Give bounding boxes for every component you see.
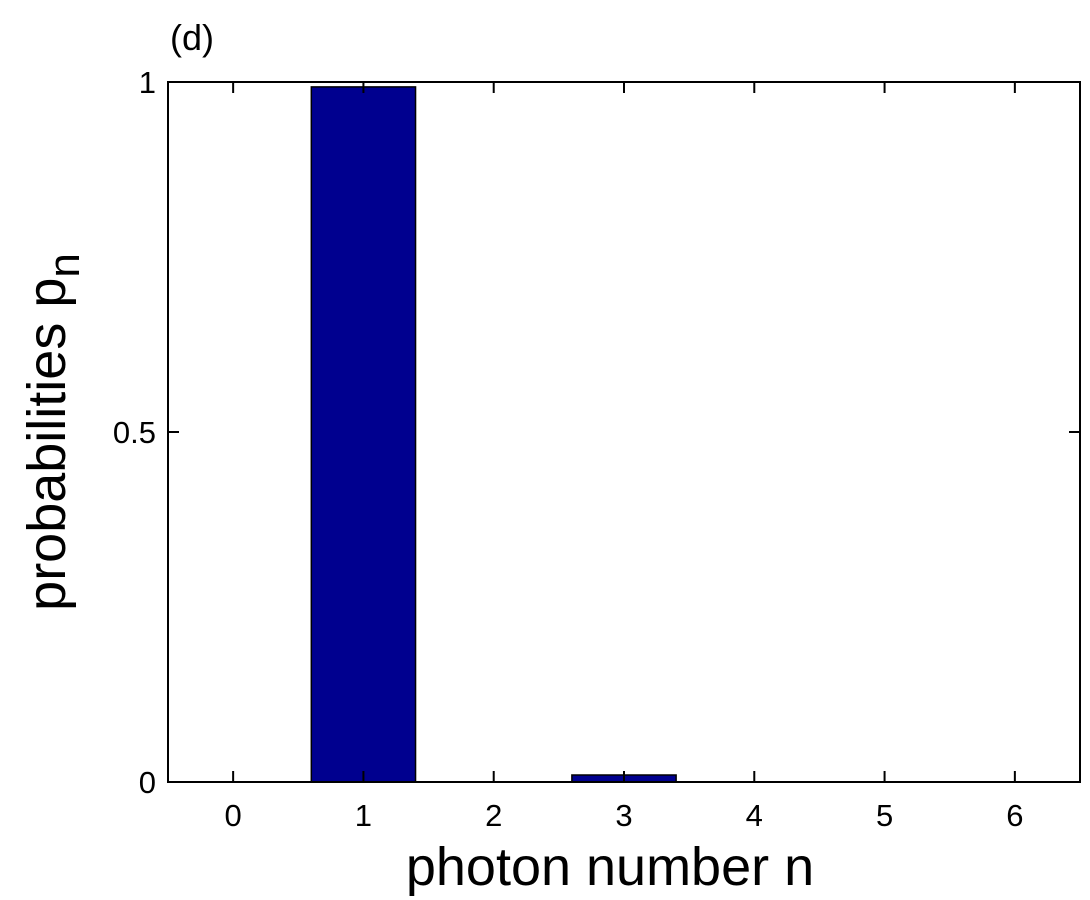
bar — [310, 86, 417, 783]
x-tick-label: 2 — [485, 798, 502, 833]
y-tick-label: 0.5 — [113, 415, 156, 450]
x-axis-label: photon number n — [406, 837, 814, 897]
x-tick-label: 3 — [615, 798, 632, 833]
x-tick-label: 6 — [1006, 798, 1023, 833]
x-tick-label: 4 — [746, 798, 763, 833]
y-axis-label-subscript: n — [40, 253, 89, 277]
y-axis-label-main: probabilities p — [17, 278, 77, 611]
y-axis-label: probabilities pn — [17, 253, 89, 611]
x-tick-label: 5 — [876, 798, 893, 833]
x-tick-label: 0 — [225, 798, 242, 833]
y-tick-label: 0 — [139, 765, 156, 800]
y-tick-label: 1 — [139, 65, 156, 100]
panel-label: (d) — [170, 17, 214, 58]
x-tick-label: 1 — [355, 798, 372, 833]
